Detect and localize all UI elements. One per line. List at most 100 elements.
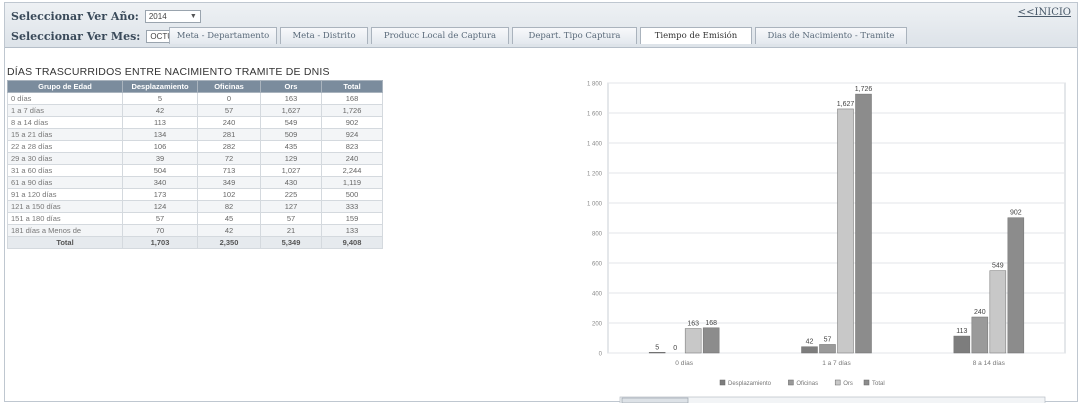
tab-dias-nacimiento-tramite[interactable]: Dias de Nacimiento - Tramite (755, 27, 907, 44)
year-select[interactable]: 2014 ▼ (144, 9, 201, 23)
table-cell: 124 (122, 200, 198, 213)
table-row: 8 a 14 días 113 240 549 902 (7, 116, 383, 129)
table-cell: 435 (260, 140, 322, 153)
table-cell: Total (7, 236, 123, 249)
table-cell: 39 (122, 152, 198, 165)
app-frame: Seleccionar Ver Año: 2014 ▼ Seleccionar … (4, 2, 1078, 405)
chart-scrollbar-thumb[interactable] (621, 397, 689, 404)
chart-bar (989, 270, 1007, 354)
table-cell: 509 (260, 128, 322, 141)
y-tick-label: 1 600 (587, 112, 603, 118)
y-tick-label: 1 200 (587, 172, 603, 178)
table-row: 15 a 21 días 134 281 509 924 (7, 128, 383, 141)
tab-depart-tipo-captura[interactable]: Depart. Tipo Captura (512, 27, 637, 44)
table-cell: 713 (197, 164, 261, 177)
x-category-label: 1 a 7 días (822, 360, 851, 367)
tab-label: Tiempo de Emisión (654, 31, 738, 41)
table-cell: 1,627 (260, 104, 322, 117)
table-cell: 430 (260, 176, 322, 189)
table-cell: 281 (197, 128, 261, 141)
inicio-link[interactable]: <<INICIO (1017, 7, 1071, 18)
table-cell: 924 (321, 128, 383, 141)
legend-label: Total (872, 381, 885, 387)
tab-tiempo-emision[interactable]: Tiempo de Emisión (640, 27, 752, 44)
table-cell: 0 días (7, 92, 123, 105)
table-cell: 173 (122, 188, 198, 201)
bar-value-label: 240 (974, 309, 986, 316)
table-row: 31 a 60 días 504 713 1,027 2,244 (7, 164, 383, 177)
table-cell: 168 (321, 92, 383, 105)
y-tick-label: 1 000 (587, 202, 603, 208)
chevron-down-icon: ▼ (189, 12, 197, 20)
bar-chart: 0 200 400 600 800 1 000 1 200 1 400 1 600 1 800 5 0… (570, 73, 1070, 405)
table-cell: 340 (122, 176, 198, 189)
chart-bar (702, 327, 720, 354)
table-cell: 5,349 (260, 236, 322, 249)
x-category-label: 0 días (675, 360, 693, 367)
chart-bar (855, 93, 872, 354)
y-tick-label: 0 (599, 352, 603, 358)
chart-svg: 0 200 400 600 800 1 000 1 200 1 400 1 600 1 800 5 0… (587, 82, 1066, 405)
year-filter: Seleccionar Ver Año: 2014 ▼ (11, 8, 201, 24)
table-cell: 2,350 (197, 236, 261, 249)
table-row: 29 a 30 días 39 72 129 240 (7, 152, 383, 165)
table-cell: 151 a 180 días (7, 212, 123, 225)
table-cell: 549 (260, 116, 322, 129)
table-header-row: Grupo de Edad Desplazamiento Oficinas Or… (7, 80, 383, 93)
bar-value-label: 168 (705, 320, 717, 327)
table-cell: 57 (197, 104, 261, 117)
table-cell: 45 (197, 212, 261, 225)
table-cell: 504 (122, 164, 198, 177)
table-cell: 1,119 (321, 176, 383, 189)
legend-swatch (834, 379, 841, 386)
tab-label: Meta - Departamento (176, 31, 270, 41)
bar-value-label: 1,726 (855, 86, 873, 93)
column-header: Oficinas (197, 80, 261, 93)
tab-produccion-local[interactable]: Producc Local de Captura (371, 27, 509, 44)
table-row: 91 a 120 días 173 102 225 500 (7, 188, 383, 201)
table-row: 22 a 28 días 106 282 435 823 (7, 140, 383, 153)
column-header: Grupo de Edad (7, 80, 123, 93)
y-tick-label: 400 (592, 292, 603, 298)
table-cell: 127 (260, 200, 322, 213)
table-cell: 70 (122, 224, 198, 237)
table-cell: 57 (122, 212, 198, 225)
bar-value-label: 113 (956, 328, 967, 335)
y-tick-label: 600 (592, 262, 603, 268)
table-cell: 181 días a Menos de (7, 224, 123, 237)
table-row: 0 días 5 0 163 168 (7, 92, 383, 105)
table-cell: 1 a 7 días (7, 104, 123, 117)
report-title: DÍAS TRASCURRIDOS ENTRE NACIMIENTO TRAMI… (7, 66, 330, 78)
table-row: 61 a 90 días 340 349 430 1,119 (7, 176, 383, 189)
table-cell: 129 (260, 152, 322, 165)
table-cell: 225 (260, 188, 322, 201)
table-cell: 57 (260, 212, 322, 225)
table-cell: 91 a 120 días (7, 188, 123, 201)
bar-value-label: 5 (655, 344, 659, 351)
y-tick-label: 800 (592, 232, 603, 238)
table-cell: 240 (321, 152, 383, 165)
month-label: Seleccionar Ver Mes: (11, 29, 141, 43)
tab-meta-departamento[interactable]: Meta - Departamento (169, 27, 277, 44)
table-cell: 240 (197, 116, 261, 129)
table-cell: 121 a 150 días (7, 200, 123, 213)
chart-bar (801, 346, 818, 354)
table-cell: 1,027 (260, 164, 322, 177)
tab-meta-distrito[interactable]: Meta - Distrito (280, 27, 368, 44)
table-cell: 163 (260, 92, 322, 105)
legend-swatch (788, 379, 794, 386)
table-row: 121 a 150 días 124 82 127 333 (7, 200, 383, 213)
bar-value-label: 163 (687, 321, 699, 328)
report-content: DÍAS TRASCURRIDOS ENTRE NACIMIENTO TRAMI… (5, 48, 1077, 405)
tab-bar: Meta - Departamento Meta - Distrito Prod… (169, 27, 910, 44)
bar-value-label: 549 (992, 263, 1004, 270)
year-label: Seleccionar Ver Año: (11, 9, 139, 23)
table-cell: 2,244 (321, 164, 383, 177)
table-cell: 500 (321, 188, 383, 201)
table-row: 1 a 7 días 42 57 1,627 1,726 (7, 104, 383, 117)
chart-bar (684, 328, 702, 354)
table-cell: 0 (197, 92, 261, 105)
legend-swatch (719, 379, 726, 386)
table-row: 181 días a Menos de 70 42 21 133 (7, 224, 383, 237)
table-cell: 29 a 30 días (7, 152, 123, 165)
